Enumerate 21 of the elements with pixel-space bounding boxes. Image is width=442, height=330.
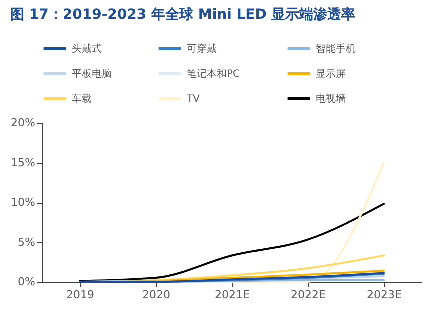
y-tick-label: 10% xyxy=(11,196,36,209)
legend-label: 显示屏 xyxy=(316,69,346,80)
y-tick-label: 0% xyxy=(18,276,36,288)
y-tick-label: 5% xyxy=(18,236,36,249)
legend-label: 头戴式 xyxy=(72,43,102,55)
legend-label: 电视墙 xyxy=(316,93,346,105)
y-tick-label: 15% xyxy=(11,156,36,170)
legend-label: 可穿戴 xyxy=(187,43,217,55)
x-tick-label: 2023E xyxy=(367,288,402,302)
line-series xyxy=(79,203,385,282)
legend-label: 笔记本和PC xyxy=(187,68,240,80)
legend-label: 车载 xyxy=(72,93,92,105)
legend-label: TV xyxy=(186,94,200,105)
legend-label: 智能手机 xyxy=(316,43,356,55)
y-tick-label: 20% xyxy=(11,116,36,130)
x-tick-label: 2019 xyxy=(66,288,94,302)
x-tick-label: 2022E xyxy=(291,288,326,302)
chart-title: 图 17：2019-2023 年全球 Mini LED 显示端渗透率 xyxy=(10,6,356,23)
legend-label: 平板电脑 xyxy=(72,68,112,80)
x-tick-label: 2021E xyxy=(215,288,250,302)
x-tick-label: 2020 xyxy=(142,288,170,302)
